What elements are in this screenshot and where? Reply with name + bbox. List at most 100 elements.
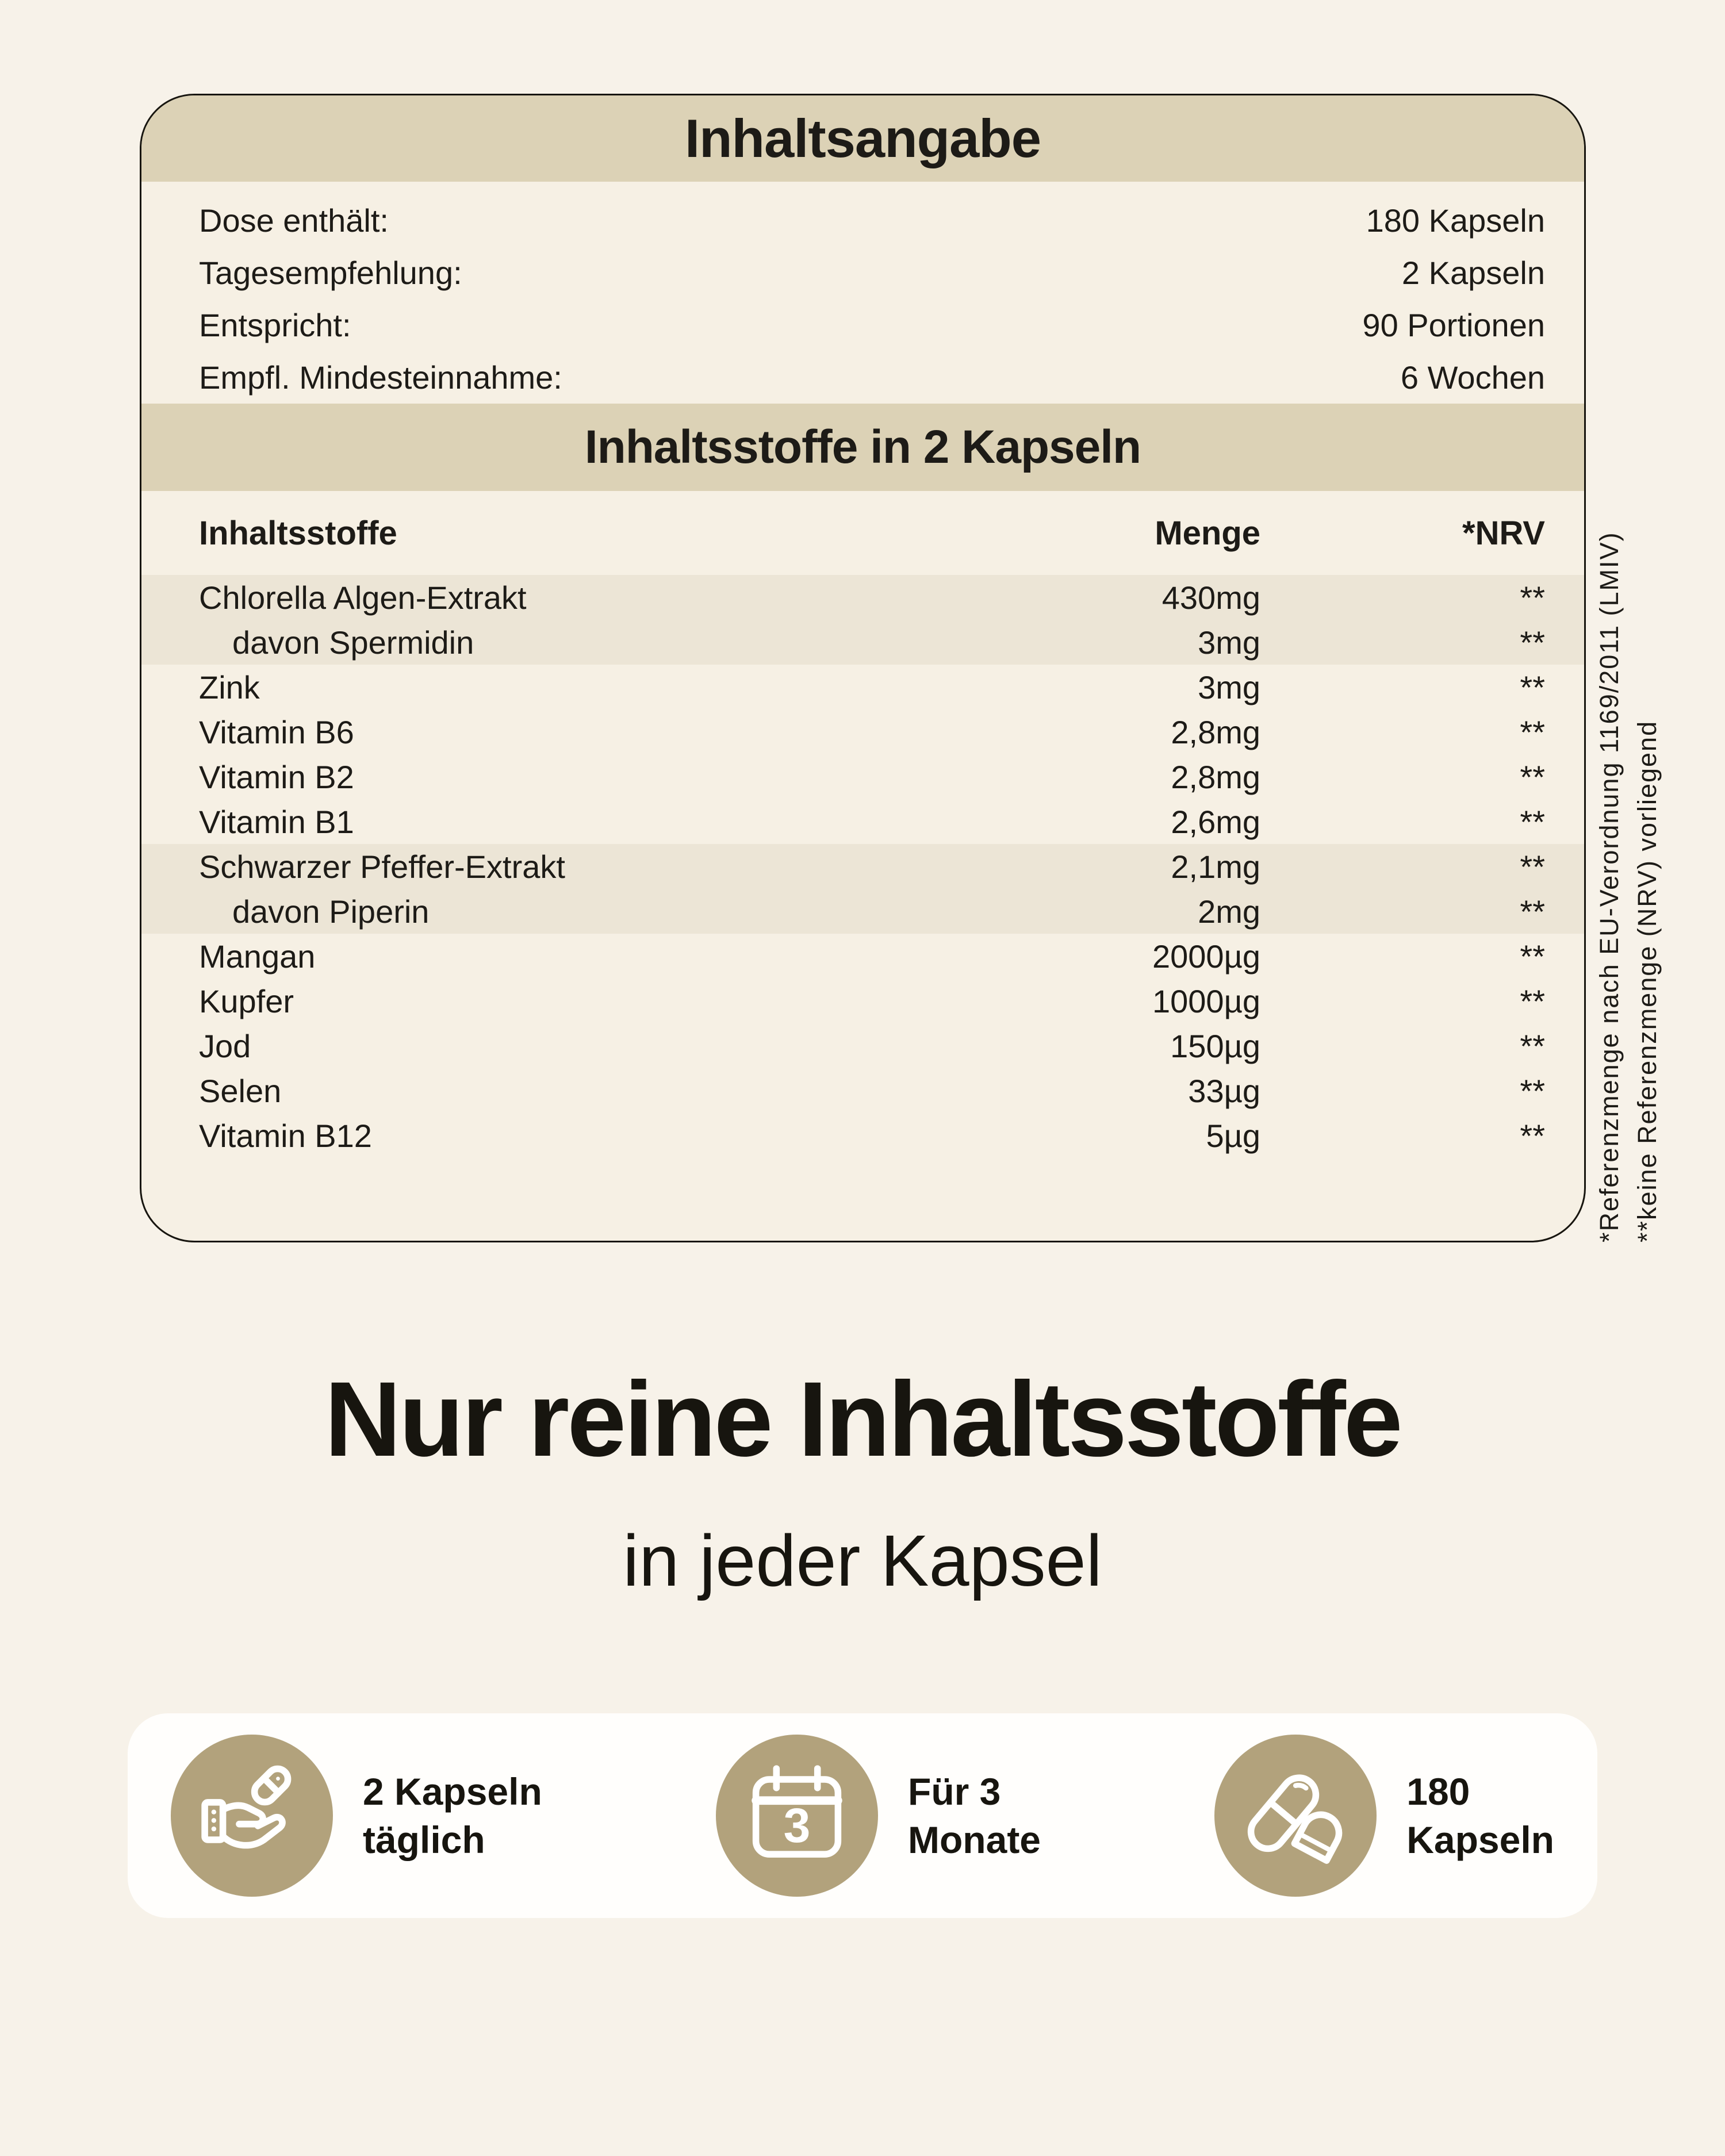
ingredient-nrv: ** bbox=[1520, 579, 1545, 616]
hand-capsule-icon bbox=[201, 1765, 292, 1849]
ingredient-amount: 33µg bbox=[1188, 1072, 1260, 1109]
feature-label: 2 Kapseln täglich bbox=[363, 1767, 542, 1864]
info-row: Dose enthält: 180 Kapseln bbox=[199, 194, 1545, 247]
ingredient-nrv: ** bbox=[1520, 893, 1545, 930]
ingredient-nrv: ** bbox=[1520, 1027, 1545, 1064]
feature-line2: Kapseln bbox=[1406, 1819, 1554, 1861]
ingredients-table: Inhaltsstoffe Menge *NRV Chlorella Algen… bbox=[141, 491, 1584, 1158]
section-title: Inhaltsstoffe in 2 Kapseln bbox=[584, 421, 1141, 473]
ingredient-name: davon Spermidin bbox=[232, 624, 474, 661]
feature-line2: täglich bbox=[363, 1819, 485, 1861]
feature-label: 180 Kapseln bbox=[1406, 1767, 1554, 1864]
calendar-badge: 3 bbox=[784, 1798, 811, 1852]
ingredient-nrv: ** bbox=[1520, 848, 1545, 885]
capsules-icon bbox=[1248, 1774, 1343, 1864]
table-body: Chlorella Algen-Extrakt 430mg ** davon Sper… bbox=[141, 575, 1584, 1158]
table-row: Jod 150µg ** bbox=[141, 1023, 1584, 1068]
feature-line2: Monate bbox=[908, 1819, 1041, 1861]
table-row: Selen 33µg ** bbox=[141, 1068, 1584, 1113]
table-row: Chlorella Algen-Extrakt 430mg ** bbox=[141, 575, 1584, 620]
col-header-nrv: *NRV bbox=[1462, 514, 1545, 552]
ingredient-nrv: ** bbox=[1520, 938, 1545, 975]
ingredient-name: davon Piperin bbox=[232, 893, 430, 930]
info-row: Entspricht: 90 Portionen bbox=[199, 299, 1545, 351]
info-row: Empfl. Mindesteinnahme: 6 Wochen bbox=[199, 351, 1545, 404]
hero-subtitle: in jeder Kapsel bbox=[623, 1520, 1102, 1601]
feature-line1: 2 Kapseln bbox=[363, 1770, 542, 1813]
ingredient-nrv: ** bbox=[1520, 983, 1545, 1019]
ingredient-name: Zink bbox=[199, 669, 260, 705]
ingredient-amount: 430mg bbox=[1162, 579, 1260, 616]
ingredient-nrv: ** bbox=[1520, 1117, 1545, 1154]
feature-circle bbox=[171, 1735, 333, 1897]
feature-duration: 3 Für 3 Monate bbox=[716, 1735, 1041, 1897]
feature-circle: 3 bbox=[716, 1735, 879, 1897]
ingredient-amount: 2,8mg bbox=[1171, 713, 1260, 750]
info-label: Tagesempfehlung: bbox=[199, 255, 462, 291]
info-label: Entspricht: bbox=[199, 307, 351, 343]
footnote-no-nrv: **keine Referenzmenge (NRV) vorliegend bbox=[1632, 720, 1662, 1242]
col-header-ingredient: Inhaltsstoffe bbox=[199, 514, 397, 552]
ingredient-name: Jod bbox=[199, 1027, 251, 1064]
table-row: Kupfer 1000µg ** bbox=[141, 979, 1584, 1023]
table-row: Vitamin B12 5µg ** bbox=[141, 1113, 1584, 1158]
ingredient-amount: 3mg bbox=[1198, 669, 1260, 705]
ingredient-name: Vitamin B1 bbox=[199, 803, 354, 840]
calendar-icon: 3 bbox=[752, 1765, 842, 1858]
ingredient-nrv: ** bbox=[1520, 713, 1545, 750]
ingredient-name: Kupfer bbox=[199, 983, 294, 1019]
info-value: 90 Portionen bbox=[1362, 307, 1545, 343]
table-header-row: Inhaltsstoffe Menge *NRV bbox=[141, 491, 1584, 575]
ingredient-name: Vitamin B6 bbox=[199, 713, 354, 750]
ingredient-nrv: ** bbox=[1520, 1072, 1545, 1109]
table-row: Mangan 2000µg ** bbox=[141, 934, 1584, 979]
table-row: Vitamin B1 2,6mg ** bbox=[141, 799, 1584, 844]
hero-title: Nur reine Inhaltsstoffe bbox=[324, 1360, 1402, 1479]
info-label: Dose enthält: bbox=[199, 202, 389, 239]
feature-line1: Für 3 bbox=[908, 1770, 1001, 1813]
ingredient-amount: 3mg bbox=[1198, 624, 1260, 661]
ingredient-name: Chlorella Algen-Extrakt bbox=[199, 579, 527, 616]
ingredient-amount: 2,8mg bbox=[1171, 758, 1260, 795]
ingredient-nrv: ** bbox=[1520, 624, 1545, 661]
info-label: Empfl. Mindesteinnahme: bbox=[199, 359, 562, 396]
info-value: 180 Kapseln bbox=[1366, 202, 1545, 239]
ingredient-nrv: ** bbox=[1520, 758, 1545, 795]
ingredient-name: Selen bbox=[199, 1072, 282, 1109]
feature-count: 180 Kapseln bbox=[1214, 1735, 1554, 1897]
ingredient-name: Vitamin B2 bbox=[199, 758, 354, 795]
ingredient-amount: 2,6mg bbox=[1171, 803, 1260, 840]
features-card: 2 Kapseln täglich 3 Für 3 Monate bbox=[128, 1713, 1597, 1918]
info-row: Tagesempfehlung: 2 Kapseln bbox=[199, 247, 1545, 299]
ingredient-name: Vitamin B12 bbox=[199, 1117, 372, 1154]
table-row: Vitamin B6 2,8mg ** bbox=[141, 709, 1584, 754]
table-row: davon Piperin 2mg ** bbox=[141, 889, 1584, 934]
col-header-amount: Menge bbox=[1155, 514, 1260, 552]
ingredients-panel: Inhaltsangabe Dose enthält: 180 Kapseln … bbox=[140, 94, 1586, 1242]
info-value: 6 Wochen bbox=[1400, 359, 1545, 396]
ingredient-amount: 2,1mg bbox=[1171, 848, 1260, 885]
info-value: 2 Kapseln bbox=[1401, 255, 1545, 291]
table-row: Vitamin B2 2,8mg ** bbox=[141, 754, 1584, 799]
table-row: davon Spermidin 3mg ** bbox=[141, 620, 1584, 665]
ingredient-nrv: ** bbox=[1520, 669, 1545, 705]
ingredient-nrv: ** bbox=[1520, 803, 1545, 840]
feature-line1: 180 bbox=[1406, 1770, 1470, 1813]
panel-title-banner: Inhaltsangabe bbox=[141, 95, 1584, 182]
feature-daily-dose: 2 Kapseln täglich bbox=[171, 1735, 542, 1897]
table-row: Schwarzer Pfeffer-Extrakt 2,1mg ** bbox=[141, 844, 1584, 889]
ingredient-name: Mangan bbox=[199, 938, 316, 975]
ingredient-name: Schwarzer Pfeffer-Extrakt bbox=[199, 848, 565, 885]
ingredient-amount: 150µg bbox=[1170, 1027, 1260, 1064]
footnote-reference: *Referenzmenge nach EU-Verordnung 1169/2… bbox=[1594, 531, 1624, 1242]
ingredient-amount: 5µg bbox=[1206, 1117, 1260, 1154]
dose-info: Dose enthält: 180 Kapseln Tagesempfehlun… bbox=[141, 182, 1584, 404]
feature-circle bbox=[1214, 1735, 1377, 1897]
feature-label: Für 3 Monate bbox=[908, 1767, 1041, 1864]
ingredient-amount: 1000µg bbox=[1152, 983, 1260, 1019]
ingredient-amount: 2mg bbox=[1198, 893, 1260, 930]
panel-title: Inhaltsangabe bbox=[684, 108, 1041, 168]
section-banner: Inhaltsstoffe in 2 Kapseln bbox=[141, 404, 1584, 491]
table-row: Zink 3mg ** bbox=[141, 665, 1584, 709]
